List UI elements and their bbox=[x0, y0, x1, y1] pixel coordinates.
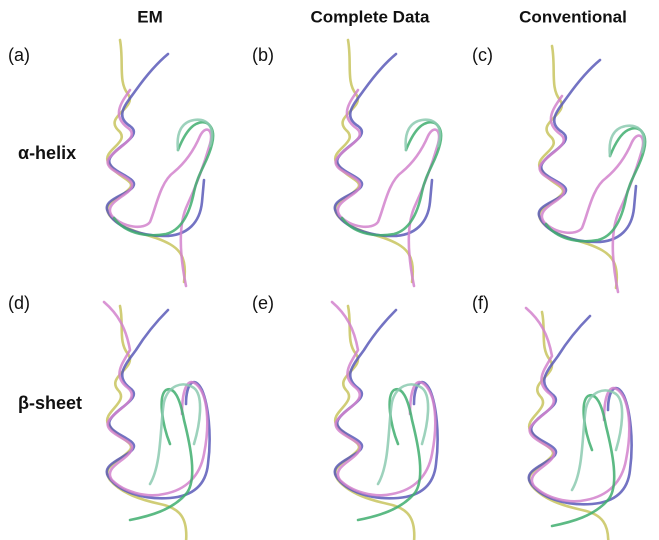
structure-overlay bbox=[539, 46, 645, 292]
panel-label: (e) bbox=[252, 293, 274, 313]
structure-overlay bbox=[335, 40, 441, 286]
row-label: α-helix bbox=[18, 143, 76, 163]
panel-label: (b) bbox=[252, 45, 274, 65]
structure-overlay bbox=[107, 40, 213, 286]
figure: EM Complete Data Conventional (a) (b) (c… bbox=[0, 0, 659, 540]
panel-label: (c) bbox=[472, 45, 493, 65]
row-label: β-sheet bbox=[18, 393, 82, 413]
column-header: Complete Data bbox=[310, 7, 430, 26]
column-header: EM bbox=[137, 7, 163, 26]
panel-label: (a) bbox=[8, 45, 30, 65]
page: EM Complete Data Conventional (a) (b) (c… bbox=[0, 0, 659, 540]
structure-overlay bbox=[104, 302, 210, 540]
panel-label: (f) bbox=[472, 293, 489, 313]
column-header: Conventional bbox=[519, 7, 627, 26]
structure-overlay bbox=[526, 308, 632, 540]
panel-label: (d) bbox=[8, 293, 30, 313]
structure-overlay bbox=[332, 302, 438, 540]
